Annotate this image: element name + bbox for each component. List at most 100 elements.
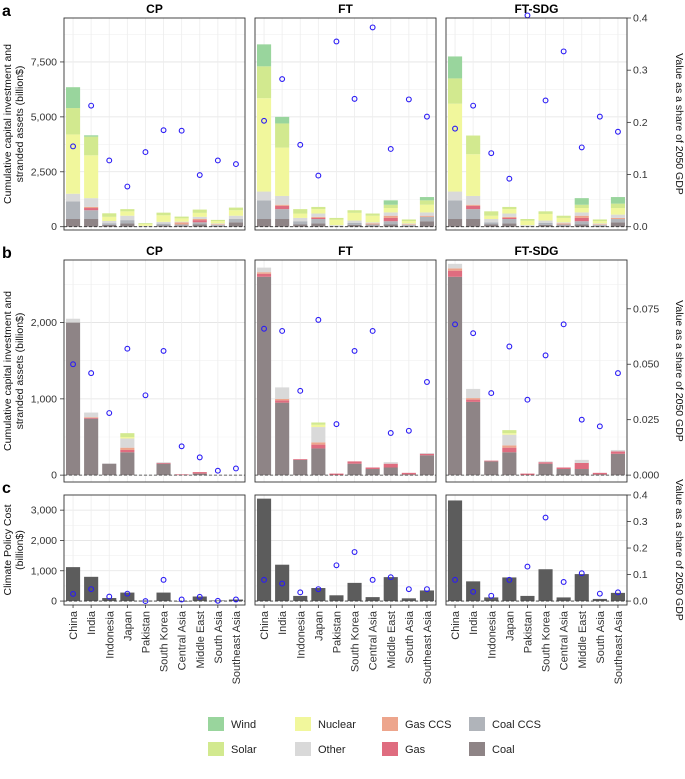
bar-segment-gas <box>84 208 99 211</box>
panel-label: b <box>2 245 12 262</box>
share-point <box>333 38 340 45</box>
bar-segment-nuclear <box>65 134 81 194</box>
bar-segment-gas <box>502 447 517 453</box>
legend-swatch-gas-ccs <box>382 717 398 731</box>
bar-segment-gas-ccs <box>466 398 481 400</box>
bar-segment-other <box>256 267 272 273</box>
panel-label: a <box>2 3 11 20</box>
bar-segment-nuclear <box>419 204 435 213</box>
facet-title: FT <box>338 2 353 16</box>
bar-segment-coal <box>120 452 135 476</box>
bar-policy-cost <box>84 576 99 602</box>
share-point <box>578 570 585 577</box>
facet-CP: CP <box>63 244 246 483</box>
x-tick-label: South Korea <box>350 610 362 672</box>
y-tick-label: 0 <box>51 596 57 608</box>
share-point <box>214 467 221 474</box>
bar-segment-other <box>84 198 99 207</box>
share-point <box>578 416 585 423</box>
bar-segment-gas <box>610 451 626 454</box>
share-point <box>297 387 304 394</box>
bar-segment-nuclear <box>502 433 517 435</box>
share-point <box>351 549 358 555</box>
bar-segment-solar <box>484 211 499 216</box>
panel-a: a Cumulative capital investment and strand… <box>2 3 685 233</box>
bar-segment-gas <box>365 467 380 470</box>
bar-segment-wind <box>256 44 272 67</box>
bar-segment-coal <box>401 225 416 227</box>
share-point <box>524 396 531 403</box>
facet-FT: FT <box>254 244 437 483</box>
bar-segment-solar <box>192 209 207 213</box>
share-point <box>596 113 603 120</box>
bar-segment-other <box>174 221 189 223</box>
bar-segment-wind <box>65 87 81 109</box>
bar-segment-other <box>156 462 171 463</box>
legend-label: Coal <box>492 744 515 756</box>
bar-segment-other <box>574 212 589 216</box>
bar-segment-coal-ccs <box>311 219 326 224</box>
bar-segment-coal <box>65 322 81 476</box>
bar-segment-coal <box>192 224 207 227</box>
bar-segment-coal-ccs <box>592 224 607 226</box>
bar-segment-coal <box>383 224 398 227</box>
share-point <box>542 97 549 104</box>
bar-segment-nuclear <box>347 212 362 221</box>
y-axis-label: stranded assets (billion$) <box>14 313 26 430</box>
share-point <box>178 443 185 450</box>
share-point <box>196 454 203 461</box>
bar-segment-other <box>192 216 207 220</box>
bar-segment-coal-ccs <box>466 209 481 220</box>
bar-segment-coal-ccs <box>65 201 81 220</box>
bar-segment-coal <box>293 224 308 227</box>
bar-segment-coal <box>383 467 398 476</box>
bar-segment-nuclear <box>84 155 99 199</box>
bar-segment-coal <box>502 452 517 476</box>
bar-segment-other <box>228 215 244 220</box>
x-tick-label: India <box>86 610 98 635</box>
bar-segment-coal-ccs <box>574 221 589 225</box>
bar-segment-other <box>556 222 571 224</box>
bar-segment-coal-ccs <box>156 223 171 226</box>
y-axis-label: Climate Policy Cost <box>2 504 14 595</box>
legend-label: Other <box>318 744 346 756</box>
facet-FT-SDG: FT-SDG <box>445 2 628 231</box>
share-point <box>560 321 567 328</box>
bar-segment-coal <box>466 219 481 227</box>
y2-tick-label: 0.0 <box>633 221 648 233</box>
bar-segment-coal-ccs <box>84 210 99 220</box>
share-point <box>452 321 458 328</box>
facet-FT-SDG: China India Indonesia Japan Pakistan South Ko… <box>445 494 628 684</box>
bar-segment-coal <box>592 225 607 227</box>
bar-segment-coal <box>228 222 244 227</box>
bar-segment-coal-ccs <box>228 219 244 223</box>
share-point <box>70 590 77 597</box>
share-point <box>387 574 394 581</box>
x-tick-label: South Asia <box>595 610 607 663</box>
share-point <box>261 117 267 124</box>
bar-segment-solar <box>138 223 153 225</box>
bar-segment-gas-ccs <box>311 216 326 218</box>
bar-segment-other <box>610 214 626 218</box>
bar-segment-nuclear <box>466 154 481 196</box>
bar-segment-coal-ccs <box>556 224 571 226</box>
x-tick-label: Central Asia <box>559 610 571 670</box>
bar-segment-coal <box>293 459 308 476</box>
legend-swatch-other <box>295 742 311 756</box>
share-point <box>596 423 603 430</box>
bar-segment-gas-ccs <box>383 215 398 218</box>
bar-segment-gas-ccs <box>419 215 435 217</box>
bar-segment-nuclear <box>275 147 290 196</box>
bar-segment-solar <box>120 209 135 212</box>
bar-segment-wind <box>610 197 626 204</box>
share-point <box>70 143 77 150</box>
bar-segment-solar <box>347 210 362 213</box>
bar-segment-gas <box>592 472 607 475</box>
bar-segment-solar <box>275 123 290 148</box>
bar-segment-other <box>447 263 463 269</box>
bar-segment-coal <box>347 463 362 476</box>
bar-segment-coal <box>192 473 207 476</box>
bar-segment-gas-ccs <box>84 417 99 418</box>
share-point <box>560 579 567 585</box>
